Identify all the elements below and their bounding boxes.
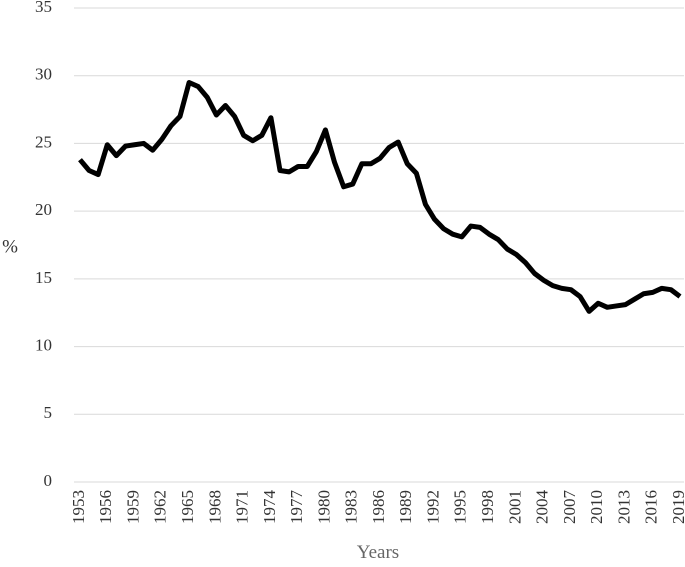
- y-axis-label: %: [2, 236, 18, 257]
- y-tick-label: 30: [35, 65, 52, 84]
- x-tick-label: 2010: [587, 490, 606, 524]
- y-tick-label: 20: [35, 200, 52, 219]
- x-tick-label: 1977: [287, 490, 306, 525]
- y-tick-label: 15: [35, 268, 52, 287]
- x-tick-label: 2016: [642, 490, 661, 524]
- y-tick-label: 10: [35, 335, 52, 354]
- x-tick-label: 1974: [260, 490, 279, 525]
- x-tick-label: 1998: [478, 490, 497, 524]
- x-tick-label: 1971: [233, 490, 252, 524]
- x-tick-label: 1980: [314, 490, 333, 524]
- x-tick-label: 2004: [533, 490, 552, 525]
- x-tick-label: 1968: [205, 490, 224, 524]
- y-tick-label: 0: [44, 471, 53, 490]
- x-tick-label: 1989: [396, 490, 415, 524]
- x-tick-label: 2019: [669, 490, 685, 524]
- x-axis-label: Years: [357, 542, 399, 563]
- x-tick-label: 1962: [151, 490, 170, 524]
- x-tick-label: 1986: [369, 490, 388, 524]
- y-tick-label: 5: [44, 403, 53, 422]
- y-tick-label: 25: [35, 132, 52, 151]
- y-tick-label: 35: [35, 0, 52, 16]
- data-line: [78, 79, 682, 314]
- x-tick-label: 1953: [69, 490, 88, 524]
- x-tick-label: 1995: [451, 490, 470, 524]
- x-tick-label: 1965: [178, 490, 197, 524]
- x-tick-label: 1992: [423, 490, 442, 524]
- x-tick-label: 2013: [614, 490, 633, 524]
- x-tick-label: 2007: [560, 490, 579, 525]
- x-tick-label: 1983: [342, 490, 361, 524]
- x-tick-label: 1956: [96, 490, 115, 524]
- x-tick-label: 2001: [505, 490, 524, 524]
- x-tick-label: 1959: [123, 490, 142, 524]
